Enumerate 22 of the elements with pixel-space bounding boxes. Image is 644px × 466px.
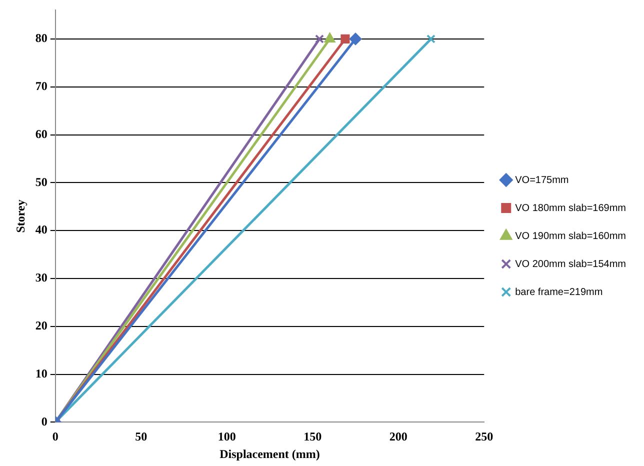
y-tick-label: 50 (35, 174, 48, 189)
x-tick-label: 0 (52, 429, 58, 444)
y-tick-label: 70 (35, 78, 48, 93)
legend-label: VO 200mm slab=154mm (515, 258, 626, 270)
legend-label: VO 180mm slab=169mm (515, 202, 626, 214)
y-axis-title: Storey (13, 200, 28, 233)
y-tick-label: 10 (35, 366, 48, 380)
legend-label: bare frame=219mm (515, 286, 603, 298)
y-tick-label: 30 (35, 270, 48, 285)
y-tick-label: 40 (35, 222, 48, 237)
x-tick-label: 100 (218, 429, 236, 444)
x-tick-label: 200 (389, 429, 408, 444)
x-axis-title: Displacement (mm) (220, 446, 320, 461)
x-tick-label: 150 (304, 429, 322, 444)
y-tick-label: 80 (35, 31, 48, 46)
y-tick-label: 20 (35, 318, 48, 332)
x-tick-label: 50 (135, 429, 148, 444)
legend-label: VO=175mm (515, 174, 569, 186)
y-tick-label: 0 (41, 414, 48, 428)
y-tick-label: 60 (35, 126, 48, 141)
x-tick-label: 250 (475, 429, 494, 444)
legend-label: VO 190mm slab=160mm (515, 230, 626, 242)
